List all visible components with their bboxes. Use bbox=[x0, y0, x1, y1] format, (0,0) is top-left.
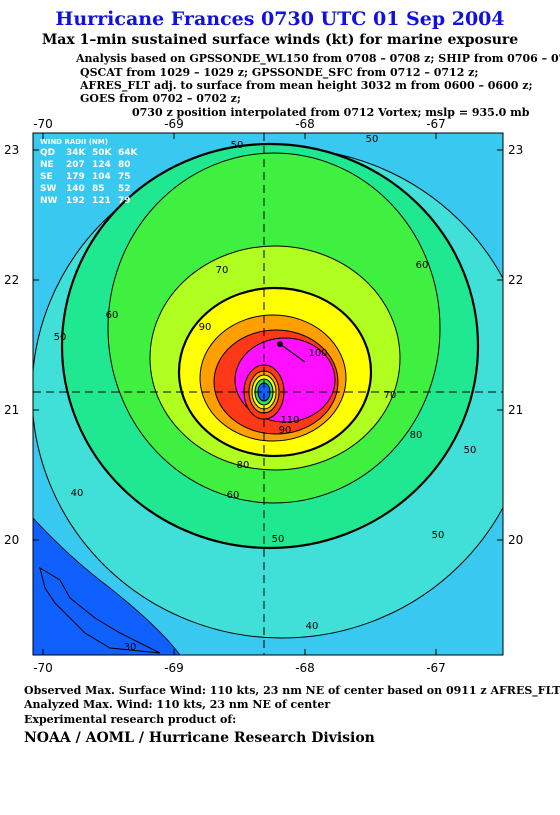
contour-label: 40 bbox=[71, 488, 84, 499]
footer-line: Experimental research product of: bbox=[24, 713, 237, 726]
wind-radii-cell: SW bbox=[40, 184, 56, 194]
subtitle: Max 1–min sustained surface winds (kt) f… bbox=[41, 32, 519, 48]
contour-label: 60 bbox=[106, 310, 119, 321]
analysis-line: GOES from 0702 – 0702 z; bbox=[80, 92, 241, 105]
wind-radii-cell: 121 bbox=[92, 196, 111, 206]
wind-radii-cell: 79 bbox=[118, 196, 131, 206]
contour-label: 100 bbox=[308, 348, 327, 359]
analysis-line: Analysis based on GPSSONDE_WL150 from 07… bbox=[76, 52, 560, 65]
wind-radii-cell: 104 bbox=[92, 172, 111, 182]
map: -70 -70 -69 -69 -68 -68 -67 -67 23 23 22 22 21 21 20 20… bbox=[4, 118, 523, 675]
contour-label: 50 bbox=[464, 445, 477, 456]
lon-tick-label: -69 bbox=[164, 661, 184, 675]
wind-radii-header: 50K bbox=[92, 148, 113, 158]
contour-label: 50 bbox=[54, 332, 67, 343]
lat-tick-label: 22 bbox=[4, 273, 19, 287]
lon-tick-label: -69 bbox=[164, 118, 184, 131]
lat-tick-label: 20 bbox=[508, 533, 523, 547]
lon-tick-label: -68 bbox=[295, 661, 315, 675]
wind-radii-header: 34K bbox=[66, 148, 87, 158]
organization: NOAA / AOML / Hurricane Research Divisio… bbox=[24, 730, 375, 746]
wind-radii-cell: 52 bbox=[118, 184, 131, 194]
contour-label: 50 bbox=[231, 140, 244, 151]
wind-radii-cell: SE bbox=[40, 172, 53, 182]
wind-radii-cell: 207 bbox=[66, 160, 85, 170]
contour-label: 90 bbox=[199, 322, 212, 333]
wind-radii-table: WIND RADII (NM) QD 34K 50K 64K NE 207 124 80 SE 17… bbox=[40, 138, 139, 206]
contour-label: 90 bbox=[279, 425, 292, 436]
wind-radii-header: 64K bbox=[118, 148, 139, 158]
lon-tick-label: -70 bbox=[33, 661, 53, 675]
lat-tick-label: 21 bbox=[508, 403, 523, 417]
contour-label: 70 bbox=[216, 265, 229, 276]
wind-radii-cell: 124 bbox=[92, 160, 111, 170]
axis-ticks: -70 -70 -69 -69 -68 -68 -67 -67 23 23 22 22 21 21 20 20 bbox=[4, 118, 523, 675]
wind-radii-cell: NW bbox=[40, 196, 58, 206]
lat-tick-label: 22 bbox=[508, 273, 523, 287]
wind-field bbox=[33, 133, 503, 655]
contour-label: 50 bbox=[366, 134, 379, 145]
contour-label: 110 bbox=[280, 415, 299, 426]
lon-tick-label: -67 bbox=[426, 118, 446, 131]
title: Hurricane Frances 0730 UTC 01 Sep 2004 bbox=[55, 8, 505, 30]
wind-radii-header: QD bbox=[40, 148, 55, 158]
footer-line: Observed Max. Surface Wind: 110 kts, 23 … bbox=[24, 684, 560, 697]
wind-radii-cell: 75 bbox=[118, 172, 131, 182]
footer-line: Analyzed Max. Wind: 110 kts, 23 nm NE of… bbox=[24, 698, 331, 711]
wind-radii-cell: 179 bbox=[66, 172, 85, 182]
contour-label: 80 bbox=[237, 460, 250, 471]
wind-radii-cell: 140 bbox=[66, 184, 85, 194]
wind-radii-cell: NE bbox=[40, 160, 54, 170]
contour-label: 70 bbox=[384, 390, 397, 401]
contour-label: 60 bbox=[227, 490, 240, 501]
wind-radii-cell: 192 bbox=[66, 196, 85, 206]
wind-radii-cell: 85 bbox=[92, 184, 105, 194]
contour-label: 40 bbox=[306, 621, 319, 632]
lat-tick-label: 23 bbox=[508, 143, 523, 157]
contour-label: 50 bbox=[432, 530, 445, 541]
wind-radii-cell: 80 bbox=[118, 160, 131, 170]
analysis-line: QSCAT from 1029 – 1029 z; GPSSONDE_SFC f… bbox=[80, 66, 479, 79]
contour-label: 30 bbox=[124, 642, 137, 653]
lat-tick-label: 21 bbox=[4, 403, 19, 417]
lat-tick-label: 23 bbox=[4, 143, 19, 157]
contour-label: 80 bbox=[410, 430, 423, 441]
contour-label: 60 bbox=[416, 260, 429, 271]
wind-radii-title: WIND RADII (NM) bbox=[40, 138, 108, 146]
position-note: 0730 z position interpolated from 0712 V… bbox=[132, 106, 530, 119]
lon-tick-label: -70 bbox=[33, 118, 53, 131]
contour-label: 50 bbox=[272, 534, 285, 545]
lon-tick-label: -68 bbox=[295, 118, 315, 131]
lat-tick-label: 20 bbox=[4, 533, 19, 547]
analysis-line: AFRES_FLT adj. to surface from mean heig… bbox=[80, 79, 533, 92]
lon-tick-label: -67 bbox=[426, 661, 446, 675]
